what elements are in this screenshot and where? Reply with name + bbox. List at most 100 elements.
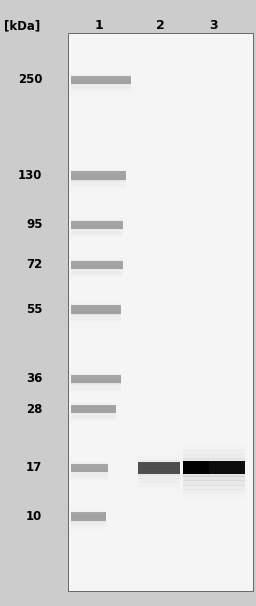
- Bar: [138, 467, 179, 472]
- Bar: [183, 481, 245, 485]
- Bar: [71, 167, 126, 170]
- Bar: [71, 367, 121, 370]
- Bar: [71, 370, 121, 373]
- Bar: [71, 402, 116, 405]
- Text: 55: 55: [26, 303, 42, 316]
- Bar: [71, 464, 108, 466]
- Text: 95: 95: [26, 218, 42, 231]
- Bar: [71, 258, 123, 261]
- Bar: [71, 171, 126, 174]
- Bar: [71, 239, 123, 242]
- Bar: [71, 418, 116, 421]
- Bar: [71, 473, 108, 476]
- Bar: [71, 315, 121, 318]
- Bar: [71, 479, 108, 482]
- Bar: [71, 92, 131, 95]
- Bar: [71, 73, 131, 76]
- Bar: [71, 468, 108, 471]
- Bar: [71, 375, 121, 377]
- Bar: [138, 448, 179, 453]
- Bar: [71, 388, 121, 391]
- Bar: [71, 510, 106, 513]
- Bar: [71, 530, 106, 533]
- Bar: [71, 225, 123, 228]
- Bar: [71, 256, 123, 259]
- Bar: [71, 270, 123, 273]
- Bar: [183, 458, 245, 464]
- Bar: [71, 262, 123, 265]
- Bar: [71, 78, 131, 81]
- Bar: [138, 471, 179, 476]
- Text: 10: 10: [26, 510, 42, 523]
- Bar: [71, 505, 106, 508]
- Bar: [183, 467, 245, 472]
- Bar: [71, 525, 106, 528]
- Bar: [71, 267, 123, 270]
- Text: 1: 1: [95, 19, 104, 32]
- Bar: [71, 216, 123, 219]
- Bar: [71, 305, 121, 314]
- Bar: [71, 423, 116, 426]
- Bar: [71, 376, 121, 379]
- Bar: [71, 222, 123, 225]
- Bar: [71, 409, 116, 412]
- Bar: [71, 384, 121, 387]
- Bar: [71, 279, 123, 282]
- Bar: [71, 71, 131, 74]
- Bar: [183, 489, 245, 494]
- Bar: [71, 76, 131, 78]
- Bar: [138, 464, 179, 468]
- Text: 130: 130: [18, 169, 42, 182]
- Bar: [183, 441, 245, 445]
- Bar: [71, 227, 123, 230]
- Bar: [71, 68, 131, 72]
- Bar: [71, 232, 123, 235]
- Bar: [71, 234, 123, 237]
- Bar: [71, 407, 116, 410]
- Bar: [71, 524, 106, 527]
- Bar: [138, 486, 179, 491]
- Bar: [138, 456, 179, 461]
- Bar: [183, 476, 245, 481]
- Bar: [71, 405, 116, 407]
- Bar: [71, 421, 116, 424]
- Text: 28: 28: [26, 402, 42, 416]
- Bar: [71, 317, 121, 320]
- Bar: [71, 274, 123, 277]
- Bar: [71, 301, 121, 304]
- Bar: [71, 89, 131, 92]
- Text: 3: 3: [209, 19, 217, 32]
- Bar: [71, 265, 123, 268]
- Bar: [71, 319, 121, 322]
- Bar: [71, 272, 123, 275]
- Bar: [138, 478, 179, 483]
- Bar: [71, 521, 106, 524]
- Bar: [71, 310, 121, 313]
- Bar: [71, 221, 123, 229]
- Text: 72: 72: [26, 258, 42, 271]
- Bar: [71, 261, 123, 269]
- Bar: [71, 512, 106, 521]
- Text: 17: 17: [26, 461, 42, 474]
- Bar: [71, 94, 131, 97]
- Bar: [138, 474, 179, 479]
- Bar: [71, 464, 108, 472]
- Bar: [71, 307, 121, 310]
- Bar: [71, 321, 121, 324]
- Bar: [183, 461, 209, 474]
- Bar: [71, 178, 126, 181]
- Bar: [71, 379, 121, 382]
- Bar: [71, 411, 116, 415]
- Bar: [71, 80, 131, 83]
- Bar: [138, 482, 179, 487]
- Bar: [138, 490, 179, 494]
- Bar: [183, 502, 245, 508]
- Bar: [71, 512, 106, 514]
- Bar: [71, 459, 108, 462]
- Bar: [71, 87, 131, 90]
- Bar: [183, 445, 245, 450]
- Bar: [183, 449, 245, 454]
- Bar: [68, 33, 253, 591]
- Bar: [68, 33, 253, 591]
- Bar: [71, 230, 123, 233]
